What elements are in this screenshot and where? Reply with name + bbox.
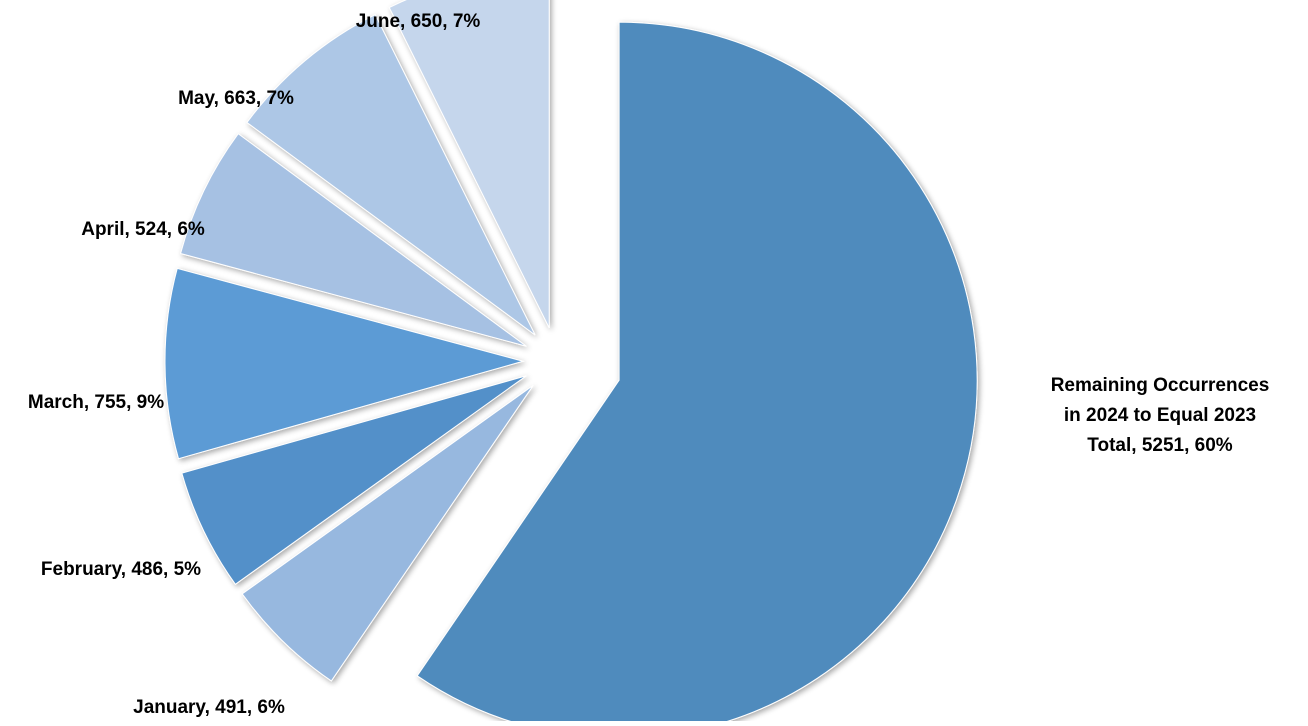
pie-slice-june — [388, 0, 550, 329]
data-label-january: January, 491, 6% — [133, 697, 285, 718]
pie-labels: Remaining Occurrences in 2024 to Equal 20… — [28, 11, 1269, 718]
pie-slices — [164, 0, 978, 726]
data-label-march: March, 755, 9% — [28, 392, 164, 413]
data-label-line: May, 663, 7% — [178, 88, 294, 109]
data-label-line: Remaining Occurrences — [1051, 375, 1270, 396]
pie-slice-april — [179, 133, 527, 347]
pie-slice-may — [246, 14, 536, 336]
data-label-line: February, 486, 5% — [41, 559, 201, 580]
data-label-line: April, 524, 6% — [81, 219, 205, 240]
pie-slice-march — [164, 267, 525, 460]
data-label-remaining-occurrences: Remaining Occurrences in 2024 to Equal 20… — [1051, 375, 1270, 456]
data-label-april: April, 524, 6% — [81, 219, 205, 240]
data-label-line: in 2024 to Equal 2023 — [1064, 405, 1256, 426]
pie-slice-january — [241, 384, 534, 682]
data-label-line: June, 650, 7% — [356, 11, 481, 32]
data-label-june: June, 650, 7% — [356, 11, 481, 32]
data-label-may: May, 663, 7% — [178, 88, 294, 109]
pie-slice-remaining-occurrences — [416, 21, 978, 726]
pie-slice-february — [181, 375, 527, 586]
data-label-line: January, 491, 6% — [133, 697, 285, 718]
data-label-february: February, 486, 5% — [41, 559, 201, 580]
data-label-line: March, 755, 9% — [28, 392, 164, 413]
data-label-line: Total, 5251, 60% — [1087, 435, 1232, 456]
